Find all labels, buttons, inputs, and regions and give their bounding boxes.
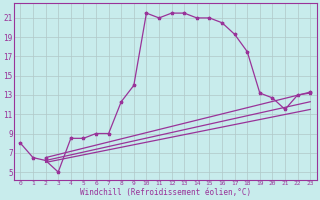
X-axis label: Windchill (Refroidissement éolien,°C): Windchill (Refroidissement éolien,°C) <box>80 188 251 197</box>
